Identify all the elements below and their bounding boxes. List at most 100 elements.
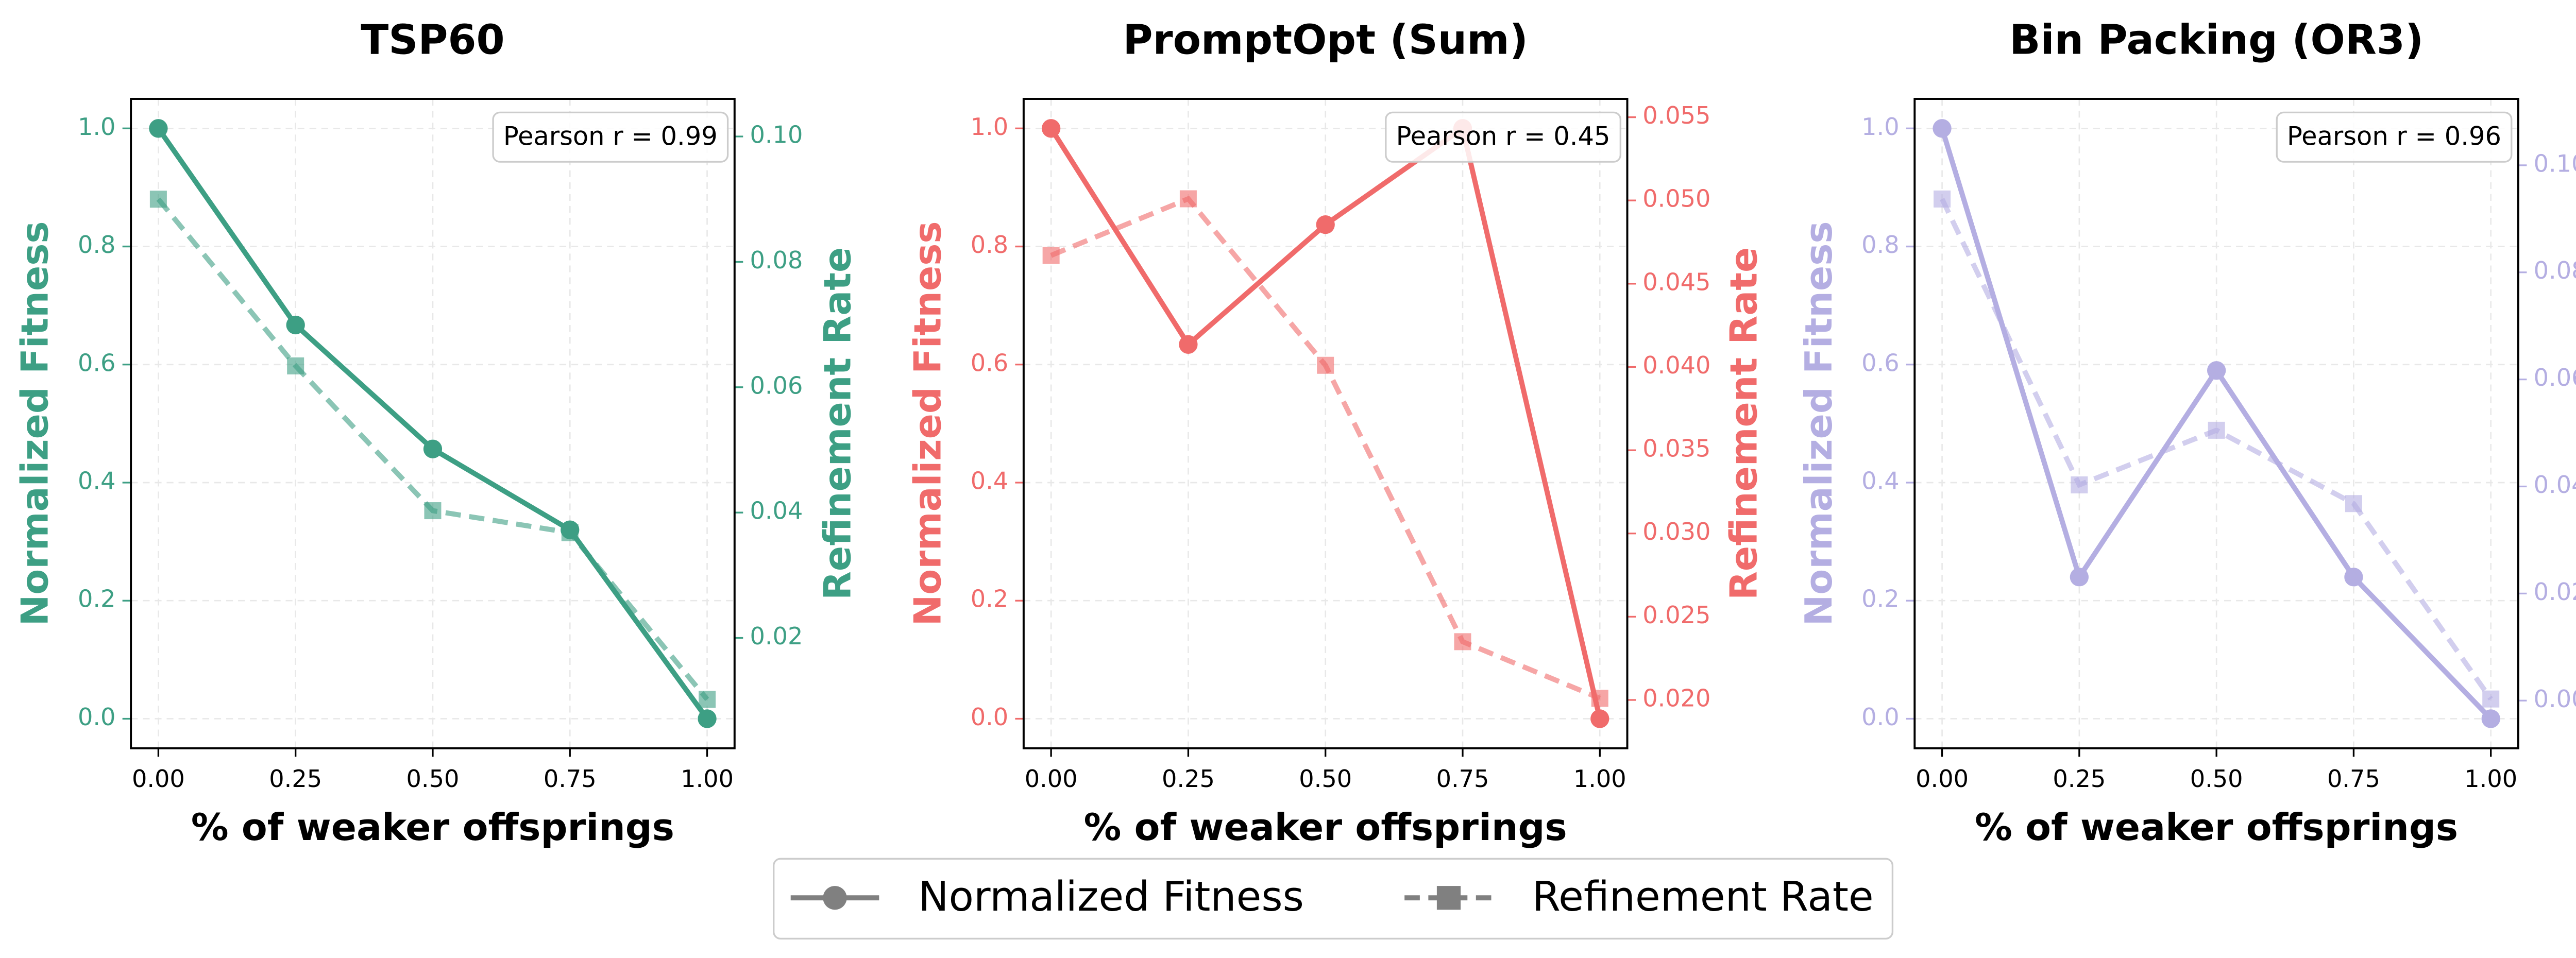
y2-tick-label: 0.035 — [1642, 435, 1710, 463]
circle-marker — [149, 119, 168, 138]
x-axis-label: % of weaker offsprings — [191, 806, 674, 849]
y2-tick-label: 0.10 — [2534, 149, 2576, 177]
square-marker — [2345, 495, 2362, 512]
x-tick-label: 0.50 — [406, 765, 460, 793]
circle-marker — [1933, 119, 1952, 138]
axes-frame — [130, 98, 736, 749]
x-tick-label: 0.75 — [2327, 765, 2380, 793]
y-tick-label: 0.0 — [1861, 703, 1899, 731]
annotation-box — [492, 111, 729, 163]
y-tick-label: 0.8 — [971, 231, 1008, 259]
legend-label: Refinement Rate — [1532, 873, 1874, 920]
axes-frame — [1913, 98, 2519, 749]
axes-frame — [1022, 98, 1629, 749]
circle-marker — [2481, 709, 2500, 728]
x-axis-label: % of weaker offsprings — [1975, 806, 2458, 849]
square-marker — [1454, 633, 1471, 651]
x-tick-label: 1.00 — [2464, 765, 2517, 793]
square-marker — [2071, 476, 2088, 493]
y-tick-label: 0.4 — [78, 467, 115, 495]
x-tick-label: 0.50 — [2190, 765, 2243, 793]
square-marker — [1591, 690, 1608, 707]
y2-tick-label: 0.00 — [2534, 685, 2576, 713]
y2-tick-label: 0.020 — [1642, 685, 1710, 712]
y2-tick-label: 0.08 — [2534, 256, 2576, 284]
circle-marker — [1041, 119, 1061, 138]
y-tick-label: 1.0 — [1861, 113, 1899, 141]
chart-title: PromptOpt (Sum) — [1123, 16, 1528, 64]
y2-tick-label: 0.06 — [2534, 364, 2576, 391]
y-tick-label: 0.2 — [78, 585, 115, 613]
annotation-box — [1385, 111, 1621, 163]
x-tick-label: 0.25 — [1162, 765, 1215, 793]
y-tick-label: 0.0 — [78, 703, 115, 731]
y-tick-label: 0.2 — [1861, 585, 1899, 613]
square-marker — [1934, 190, 1951, 208]
circle-marker — [2070, 568, 2089, 587]
square-marker — [149, 191, 167, 208]
square-marker — [424, 502, 442, 520]
circle-marker — [698, 709, 717, 728]
annotation-box — [2276, 111, 2513, 163]
square-marker — [561, 524, 579, 541]
x-axis-label: % of weaker offsprings — [1084, 806, 1567, 849]
y2-axis-label: Refinement Rate — [1723, 247, 1766, 600]
circle-marker — [1316, 215, 1335, 234]
y2-tick-label: 0.025 — [1642, 601, 1710, 629]
y-axis-label: Normalized Fitness — [14, 221, 57, 626]
y2-tick-label: 0.04 — [750, 497, 803, 525]
circle-marker — [1590, 709, 1609, 728]
square-marker — [1042, 247, 1060, 264]
chart-title: TSP60 — [361, 16, 504, 64]
x-tick-label: 0.75 — [544, 765, 597, 793]
circle-marker — [2207, 361, 2226, 380]
y-tick-label: 0.0 — [971, 703, 1008, 731]
circle-marker — [423, 439, 443, 458]
y2-tick-label: 0.030 — [1642, 518, 1710, 545]
legend-marker — [823, 886, 847, 910]
y2-tick-label: 0.045 — [1642, 268, 1710, 296]
y-axis-label: Normalized Fitness — [1798, 221, 1841, 626]
legend-box — [773, 858, 1894, 940]
square-marker — [287, 357, 304, 374]
y-tick-label: 1.0 — [78, 113, 115, 141]
annotation: Pearson r = 0.45 — [1396, 121, 1611, 151]
annotation: Pearson r = 0.96 — [2287, 121, 2501, 151]
x-tick-label: 1.00 — [681, 765, 734, 793]
y-tick-label: 0.6 — [78, 349, 115, 377]
legend-marker — [1436, 886, 1461, 910]
square-marker — [2208, 421, 2225, 439]
y2-tick-label: 0.050 — [1642, 185, 1710, 213]
square-marker — [2482, 690, 2500, 708]
y-tick-label: 0.4 — [1861, 467, 1899, 495]
legend-label: Normalized Fitness — [918, 873, 1304, 920]
y-tick-label: 0.6 — [971, 349, 1008, 377]
x-tick-label: 0.25 — [269, 765, 322, 793]
y-tick-label: 0.2 — [971, 585, 1008, 613]
square-marker — [699, 691, 716, 708]
y2-tick-label: 0.040 — [1642, 351, 1710, 379]
x-tick-label: 0.00 — [1916, 765, 1969, 793]
x-tick-label: 0.00 — [132, 765, 185, 793]
y-axis-label: Normalized Fitness — [906, 221, 950, 626]
y2-tick-label: 0.04 — [2534, 471, 2576, 499]
y2-tick-label: 0.08 — [750, 246, 803, 274]
x-tick-label: 0.50 — [1299, 765, 1352, 793]
chart-title: Bin Packing (OR3) — [2009, 16, 2424, 64]
y2-tick-label: 0.10 — [750, 121, 803, 149]
x-tick-label: 0.25 — [2053, 765, 2106, 793]
square-marker — [1317, 356, 1334, 374]
y-tick-label: 1.0 — [971, 113, 1008, 141]
y-tick-label: 0.8 — [78, 231, 115, 259]
y2-axis-label: Refinement Rate — [816, 247, 859, 600]
y-tick-label: 0.4 — [971, 467, 1008, 495]
y2-tick-label: 0.06 — [750, 371, 803, 399]
y2-tick-label: 0.02 — [2534, 578, 2576, 606]
annotation: Pearson r = 0.99 — [503, 121, 718, 151]
square-marker — [1179, 190, 1197, 208]
x-tick-label: 0.75 — [1436, 765, 1489, 793]
y-tick-label: 0.8 — [1861, 231, 1899, 259]
x-tick-label: 0.00 — [1025, 765, 1078, 793]
